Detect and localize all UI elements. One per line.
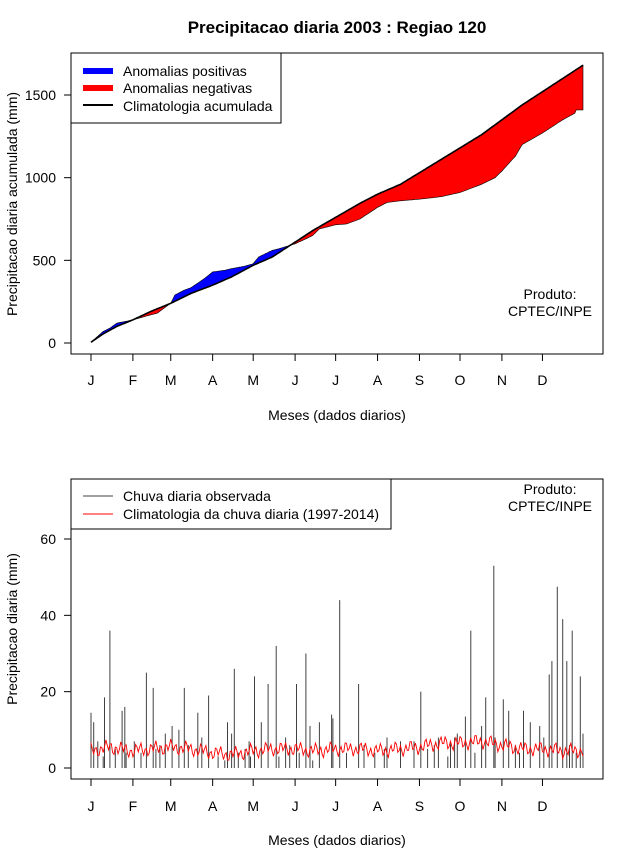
top-x-tick-label-10: N — [497, 372, 507, 388]
bottom-annotation-line2: CPTEC/INPE — [508, 498, 592, 514]
bottom-x-tick-label-10: N — [497, 798, 507, 814]
top-x-tick-label-9: O — [455, 372, 466, 388]
bottom-y-axis: 0 20 40 60 — [40, 531, 72, 776]
bottom-y-tick-label-3: 60 — [40, 531, 56, 547]
bottom-x-tick-label-6: J — [332, 798, 339, 814]
bottom-x-axis-label: Meses (dados diarios) — [268, 832, 406, 848]
top-x-tick-label-5: J — [292, 372, 299, 388]
top-legend: Anomalias positivas Anomalias negativas … — [70, 52, 282, 124]
bottom-x-tick-label-1: F — [129, 798, 138, 814]
legend-label-negative: Anomalias negativas — [123, 80, 252, 96]
bottom-x-tick-label-0: J — [88, 798, 95, 814]
top-y-tick-label-0: 0 — [48, 335, 56, 351]
bottom-legend-box — [70, 478, 392, 530]
top-x-tick-label-6: J — [332, 372, 339, 388]
bottom-x-tick-label-7: A — [373, 798, 383, 814]
climatology-daily-line — [90, 735, 584, 761]
bottom-x-tick-label-9: O — [455, 798, 466, 814]
legend-label-positive: Anomalias positivas — [123, 63, 247, 79]
bottom-plot-area — [90, 565, 584, 768]
top-y-tick-label-3: 1500 — [25, 87, 56, 103]
top-x-tick-label-1: F — [129, 372, 138, 388]
top-y-axis: 0 500 1000 1500 — [25, 87, 72, 351]
top-annotation-line2: CPTEC/INPE — [508, 303, 592, 319]
top-y-tick-label-1: 500 — [33, 252, 57, 268]
climatology-accumulated-line — [90, 64, 584, 343]
bottom-legend: Chuva diaria observada Climatologia da c… — [70, 478, 392, 530]
bottom-panel: J F M A M J J A S O N D 0 20 40 60 Meses (dados diario… — [4, 478, 604, 848]
chart-title: Precipitacao diaria 2003 : Regiao 120 — [188, 18, 487, 37]
bottom-x-tick-label-5: J — [292, 798, 299, 814]
bottom-x-tick-label-4: M — [247, 798, 259, 814]
top-panel: J F M A M J J A S O N D 0 500 1000 1500 Meses (dados d… — [4, 52, 604, 423]
top-x-tick-label-11: D — [537, 372, 547, 388]
bottom-annotation-line1: Produto: — [524, 481, 577, 497]
bottom-x-tick-label-8: S — [415, 798, 424, 814]
top-plot-area — [90, 64, 584, 343]
top-x-tick-label-7: A — [373, 372, 383, 388]
top-x-tick-label-3: A — [208, 372, 218, 388]
bottom-x-tick-label-11: D — [537, 798, 547, 814]
top-y-tick-label-2: 1000 — [25, 170, 56, 186]
bottom-y-axis-label: Precipitacao diaria (mm) — [4, 553, 20, 705]
top-x-tick-label-2: M — [165, 372, 177, 388]
top-x-tick-label-0: J — [88, 372, 95, 388]
top-x-axis-label: Meses (dados diarios) — [268, 407, 406, 423]
legend-label-observed-daily: Chuva diaria observada — [123, 488, 271, 504]
top-annotation-line1: Produto: — [524, 286, 577, 302]
bottom-y-tick-label-1: 20 — [40, 684, 56, 700]
bottom-y-tick-label-0: 0 — [48, 760, 56, 776]
bottom-x-tick-label-3: A — [208, 798, 218, 814]
legend-label-climatology-daily: Climatologia da chuva diaria (1997-2014) — [123, 506, 379, 522]
legend-label-climatology: Climatologia acumulada — [123, 98, 273, 114]
top-y-axis-label: Precipitacao diaria acumulada (mm) — [4, 92, 20, 316]
top-x-tick-label-4: M — [247, 372, 259, 388]
bottom-y-tick-label-2: 40 — [40, 607, 56, 623]
top-x-tick-label-8: S — [415, 372, 424, 388]
bottom-x-tick-label-2: M — [165, 798, 177, 814]
